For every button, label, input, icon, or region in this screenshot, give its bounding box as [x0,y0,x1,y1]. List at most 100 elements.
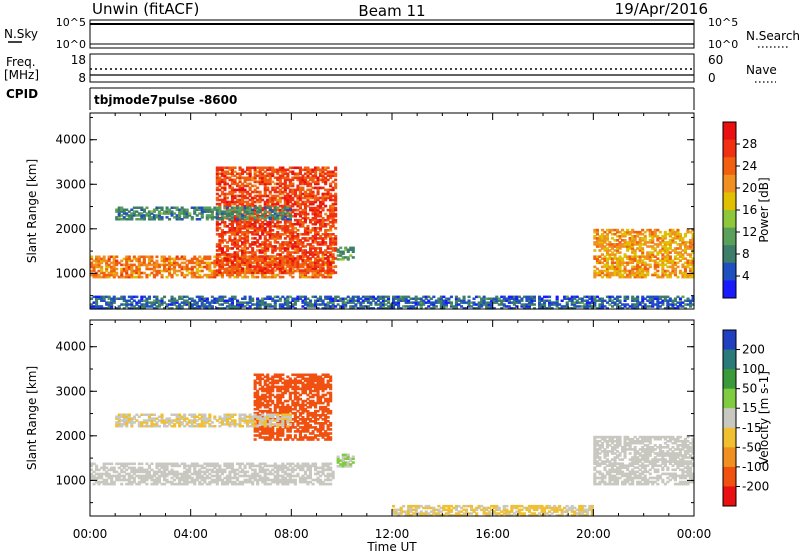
echo-cell [271,168,275,172]
echo-cell [595,245,599,248]
echo-cell [603,241,607,244]
echo-cell [331,210,335,214]
echo-cell [608,230,612,234]
echo-cell [223,267,227,271]
echo-cell [92,267,96,271]
echo-cell [673,241,677,244]
echo-cell [268,182,272,186]
echo-cell [590,305,594,308]
echo-cell [268,206,272,209]
echo-cell [293,188,297,192]
echo-cell [600,243,604,246]
echo-cell [203,462,207,466]
echo-cell [241,225,245,228]
echo-cell [228,239,232,242]
echo-cell [653,295,657,299]
echo-cell [273,206,277,209]
echo-cell [251,166,255,170]
echo-cell [605,253,609,256]
echo-cell [610,251,614,254]
echo-cell [155,299,159,302]
echo-cell [230,192,234,196]
echo-cell [157,474,161,478]
echo-cell [608,275,612,279]
echo-cell [253,470,257,474]
echo-cell [243,216,247,219]
echo-cell [238,227,242,230]
echo-cell [397,305,401,308]
echo-cell [651,230,655,234]
echo-cell [241,186,245,190]
echo-cell [283,196,287,200]
echo-cell [180,261,184,265]
echo-cell [331,198,335,202]
echo-cell [200,474,204,478]
echo-cell [160,208,164,211]
echo-cell [319,251,323,254]
echo-cell [636,273,640,277]
echo-cell [132,305,136,308]
echo-cell [230,190,234,194]
echo-cell [115,297,119,300]
echo-cell [258,168,262,172]
echo-cell [593,269,597,273]
echo-cell [301,174,305,178]
echo-cell [195,470,199,474]
echo-cell [200,212,204,215]
echo-cell [150,267,154,271]
echo-cell [258,251,262,254]
echo-cell [225,206,229,209]
echo-cell [613,253,617,256]
echo-cell [208,216,212,219]
echo-cell [321,261,325,264]
echo-cell [170,257,174,261]
echo-cell [636,255,640,258]
echo-cell [175,257,179,261]
echo-cell [301,188,305,192]
echo-cell [223,269,227,273]
echo-cell [150,482,154,486]
echo-cell [623,261,627,265]
echo-cell [256,227,260,230]
echo-cell [220,172,224,176]
echo-cell [628,259,632,262]
echo-cell [241,176,245,180]
echo-cell [115,267,119,271]
echo-cell [636,297,640,300]
echo-cell [135,259,139,263]
echo-cell [296,261,300,264]
echo-cell [263,275,267,279]
echo-cell [281,255,285,259]
echo-cell [598,271,602,275]
echo-cell [152,263,156,267]
echo-cell [283,172,287,176]
echo-cell [600,245,604,248]
echo-cell [512,303,516,306]
echo-cell [218,241,222,244]
echo-cell [384,307,388,310]
echo-cell [618,230,622,234]
echo-cell [344,246,348,250]
echo-cell [291,170,295,174]
echo-cell [641,273,645,277]
echo-cell [271,166,275,170]
echo-cell [605,265,609,269]
echo-cell [198,299,202,302]
echo-cell [105,295,109,299]
echo-cell [671,271,675,275]
echo-cell [251,480,255,484]
echo-cell [286,208,290,211]
echo-cell [298,196,302,200]
echo-cell [575,305,579,308]
echo-cell [258,269,262,272]
echo-cell [573,295,577,299]
echo-cell [532,307,536,310]
echo-cell [147,295,151,299]
echo-cell [555,305,559,308]
echo-cell [314,259,318,262]
echo-cell [230,299,234,302]
echo-cell [663,263,667,267]
echo-cell [236,212,240,215]
echo-cell [200,464,204,468]
echo-cell [120,273,124,277]
